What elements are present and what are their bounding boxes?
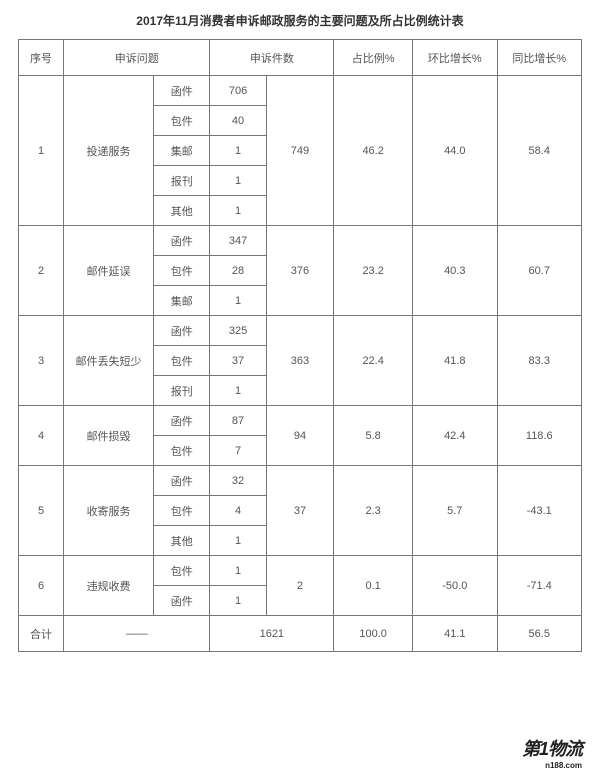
table-row: 5收寄服务函件32372.35.7-43.1 [19, 466, 582, 496]
footer-pct: 100.0 [334, 616, 413, 652]
cell-total: 37 [266, 466, 334, 556]
cell-subtype: 包件 [154, 496, 210, 526]
page-title: 2017年11月消费者申诉邮政服务的主要问题及所占比例统计表 [18, 12, 582, 29]
header-row: 序号 申诉问题 申诉件数 占比例% 环比增长% 同比增长% [19, 40, 582, 76]
cell-mom: 41.8 [413, 316, 497, 406]
cell-subtype: 报刊 [154, 166, 210, 196]
cell-subval: 1 [210, 166, 266, 196]
cell-subtype: 报刊 [154, 376, 210, 406]
cell-yoy: -43.1 [497, 466, 582, 556]
cell-idx: 6 [19, 556, 64, 616]
footer-mom: 41.1 [413, 616, 497, 652]
cell-subtype: 函件 [154, 466, 210, 496]
cell-issue: 违规收费 [64, 556, 154, 616]
cell-subval: 7 [210, 436, 266, 466]
cell-total: 363 [266, 316, 334, 406]
cell-pct: 23.2 [334, 226, 413, 316]
col-pct: 占比例% [334, 40, 413, 76]
footer-yoy: 56.5 [497, 616, 582, 652]
cell-subtype: 函件 [154, 76, 210, 106]
cell-yoy: 83.3 [497, 316, 582, 406]
cell-subval: 1 [210, 526, 266, 556]
footer-label: 合计 [19, 616, 64, 652]
cell-pct: 5.8 [334, 406, 413, 466]
cell-issue: 投递服务 [64, 76, 154, 226]
cell-subtype: 集邮 [154, 286, 210, 316]
cell-subval: 28 [210, 256, 266, 286]
cell-yoy: 60.7 [497, 226, 582, 316]
cell-idx: 4 [19, 406, 64, 466]
col-issue: 申诉问题 [64, 40, 210, 76]
table-row: 2邮件延误函件34737623.240.360.7 [19, 226, 582, 256]
table-row: 3邮件丢失短少函件32536322.441.883.3 [19, 316, 582, 346]
cell-idx: 5 [19, 466, 64, 556]
cell-subval: 706 [210, 76, 266, 106]
cell-subval: 1 [210, 286, 266, 316]
cell-subval: 37 [210, 346, 266, 376]
cell-subval: 1 [210, 136, 266, 166]
cell-subtype: 函件 [154, 406, 210, 436]
cell-subtype: 包件 [154, 256, 210, 286]
col-count: 申诉件数 [210, 40, 334, 76]
col-yoy: 同比增长% [497, 40, 582, 76]
watermark-main: 第1物流 [522, 739, 582, 759]
cell-mom: 40.3 [413, 226, 497, 316]
cell-total: 94 [266, 406, 334, 466]
cell-yoy: -71.4 [497, 556, 582, 616]
cell-subval: 1 [210, 376, 266, 406]
cell-subval: 1 [210, 196, 266, 226]
cell-subtype: 包件 [154, 106, 210, 136]
watermark-sub: n188.com [522, 761, 582, 770]
col-idx: 序号 [19, 40, 64, 76]
cell-idx: 1 [19, 76, 64, 226]
cell-subval: 87 [210, 406, 266, 436]
table-row: 6违规收费包件120.1-50.0-71.4 [19, 556, 582, 586]
cell-subval: 1 [210, 586, 266, 616]
cell-pct: 22.4 [334, 316, 413, 406]
cell-subval: 347 [210, 226, 266, 256]
cell-issue: 邮件丢失短少 [64, 316, 154, 406]
footer-total: 1621 [210, 616, 334, 652]
cell-pct: 2.3 [334, 466, 413, 556]
cell-total: 376 [266, 226, 334, 316]
cell-subtype: 函件 [154, 586, 210, 616]
cell-issue: 邮件损毁 [64, 406, 154, 466]
watermark: 第1物流 n188.com [522, 735, 582, 770]
cell-subtype: 包件 [154, 556, 210, 586]
cell-pct: 46.2 [334, 76, 413, 226]
cell-mom: 42.4 [413, 406, 497, 466]
cell-mom: 5.7 [413, 466, 497, 556]
footer-dash: —— [64, 616, 210, 652]
cell-yoy: 118.6 [497, 406, 582, 466]
cell-subval: 1 [210, 556, 266, 586]
table-row: 1投递服务函件70674946.244.058.4 [19, 76, 582, 106]
cell-subtype: 函件 [154, 316, 210, 346]
cell-subval: 325 [210, 316, 266, 346]
cell-mom: -50.0 [413, 556, 497, 616]
table-row: 4邮件损毁函件87945.842.4118.6 [19, 406, 582, 436]
cell-idx: 3 [19, 316, 64, 406]
cell-subval: 40 [210, 106, 266, 136]
cell-subtype: 函件 [154, 226, 210, 256]
cell-idx: 2 [19, 226, 64, 316]
cell-issue: 收寄服务 [64, 466, 154, 556]
cell-subval: 32 [210, 466, 266, 496]
cell-subtype: 包件 [154, 346, 210, 376]
cell-subval: 4 [210, 496, 266, 526]
cell-total: 2 [266, 556, 334, 616]
cell-mom: 44.0 [413, 76, 497, 226]
col-mom: 环比增长% [413, 40, 497, 76]
cell-issue: 邮件延误 [64, 226, 154, 316]
stats-table: 序号 申诉问题 申诉件数 占比例% 环比增长% 同比增长% 1投递服务函件706… [18, 39, 582, 652]
cell-subtype: 包件 [154, 436, 210, 466]
cell-subtype: 其他 [154, 526, 210, 556]
footer-row: 合计 —— 1621 100.0 41.1 56.5 [19, 616, 582, 652]
cell-pct: 0.1 [334, 556, 413, 616]
cell-subtype: 集邮 [154, 136, 210, 166]
cell-yoy: 58.4 [497, 76, 582, 226]
cell-subtype: 其他 [154, 196, 210, 226]
cell-total: 749 [266, 76, 334, 226]
